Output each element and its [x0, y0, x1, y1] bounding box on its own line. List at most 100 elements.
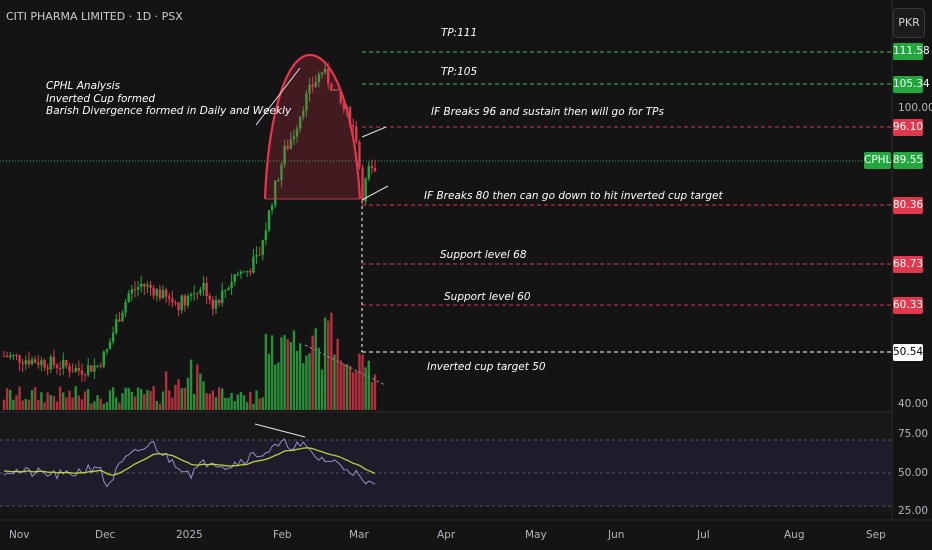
candle-body	[192, 293, 196, 295]
rsi-tick-75: 75.00	[898, 428, 929, 440]
candle-body	[158, 289, 162, 299]
volume-bar	[164, 371, 168, 410]
volume-bar	[12, 399, 15, 410]
candle-body	[168, 296, 171, 299]
candle-body	[5, 355, 9, 358]
candle-body	[258, 254, 261, 256]
candle-body	[305, 93, 308, 111]
candle-body	[164, 289, 168, 297]
volume-bar	[261, 397, 264, 410]
candle-body	[311, 84, 314, 87]
candle-body	[52, 356, 56, 365]
volume-bar	[37, 399, 40, 410]
candle-body	[9, 355, 12, 358]
candle-body	[255, 254, 258, 257]
tp105-label: TP:105	[441, 66, 478, 78]
candle-body	[186, 295, 190, 306]
price-tag-105: 105.34	[893, 76, 930, 93]
volume-bar	[230, 392, 233, 410]
candle-body	[177, 302, 180, 311]
x-label-apr: Apr	[437, 529, 456, 541]
volume-bar	[302, 363, 305, 410]
price-tag-96: 96.10	[893, 119, 923, 136]
candle-body	[342, 102, 346, 109]
candle-body	[86, 365, 90, 376]
breaks96-label: IF Breaks 96 and sustain then will go fo…	[431, 106, 664, 118]
volume-bar	[245, 402, 249, 410]
volume-bar	[49, 395, 52, 410]
candle-body	[83, 374, 87, 376]
rsi-tick-25: 25.00	[898, 505, 929, 517]
candle-body	[102, 351, 105, 367]
candle-body	[298, 116, 302, 129]
candle-body	[330, 83, 333, 91]
candle-body	[55, 364, 59, 369]
volume-bar	[196, 364, 199, 410]
candle-body	[15, 354, 18, 356]
candle-body	[333, 89, 336, 91]
candle-body	[314, 81, 317, 87]
volume-bar	[208, 393, 211, 410]
candle-body	[373, 168, 377, 172]
volume-bar	[130, 391, 134, 410]
volume-bar	[183, 387, 187, 410]
rsi-ma-line	[3, 447, 376, 476]
candle-body	[108, 341, 112, 350]
candle-body	[152, 288, 155, 296]
candle-body	[77, 367, 81, 371]
currency-button[interactable]: PKR	[893, 8, 925, 38]
candle-body	[249, 270, 252, 273]
candle-body	[264, 230, 268, 241]
candle-body	[199, 290, 202, 294]
price-tag-50: 50.54	[893, 344, 923, 361]
candle-body	[221, 290, 224, 304]
volume-bar	[171, 397, 174, 410]
candle-body	[233, 274, 236, 282]
candle-body	[174, 302, 177, 304]
candle-body	[115, 319, 118, 333]
candle-body	[80, 370, 84, 375]
candle-body	[40, 360, 43, 365]
candle-body	[323, 68, 327, 73]
volume-bar	[149, 391, 152, 410]
volume-bar	[351, 372, 355, 410]
candle-body	[196, 293, 199, 295]
volume-bar	[283, 335, 286, 410]
candle-body	[339, 90, 342, 103]
volume-bar	[264, 333, 268, 410]
volume-bar	[180, 388, 183, 410]
volume-bar	[311, 335, 314, 410]
volume-bar	[108, 390, 112, 410]
volume-bar	[27, 399, 31, 410]
volume-bar	[152, 386, 155, 410]
candle-body	[99, 365, 102, 367]
volume-bar	[115, 397, 118, 410]
price-tag-111: 111.58	[893, 43, 930, 60]
volume-bar	[90, 403, 93, 410]
volume-bar	[77, 395, 81, 410]
candle-body	[21, 362, 24, 365]
volume-bar	[286, 339, 289, 410]
volume-bar	[270, 335, 274, 410]
volume-bar	[68, 390, 71, 410]
candle-body	[283, 145, 286, 165]
volume-bar	[93, 401, 96, 410]
volume-bar	[158, 403, 162, 410]
candle-body	[224, 290, 227, 292]
candle-body	[74, 367, 77, 372]
symbol-tag: CPHL	[864, 152, 891, 169]
candle-body	[327, 68, 330, 84]
volume-bar	[236, 394, 240, 410]
candle-body	[68, 366, 71, 372]
volume-bar	[155, 400, 158, 410]
candle-body	[236, 274, 240, 276]
volume-bar	[202, 381, 205, 410]
volume-bar	[33, 387, 37, 410]
volume-bar	[136, 387, 140, 410]
candle-body	[90, 365, 93, 372]
volume-bar	[71, 397, 74, 410]
volume-bar	[323, 317, 327, 410]
candle-body	[33, 359, 37, 363]
candle-body	[111, 332, 115, 342]
